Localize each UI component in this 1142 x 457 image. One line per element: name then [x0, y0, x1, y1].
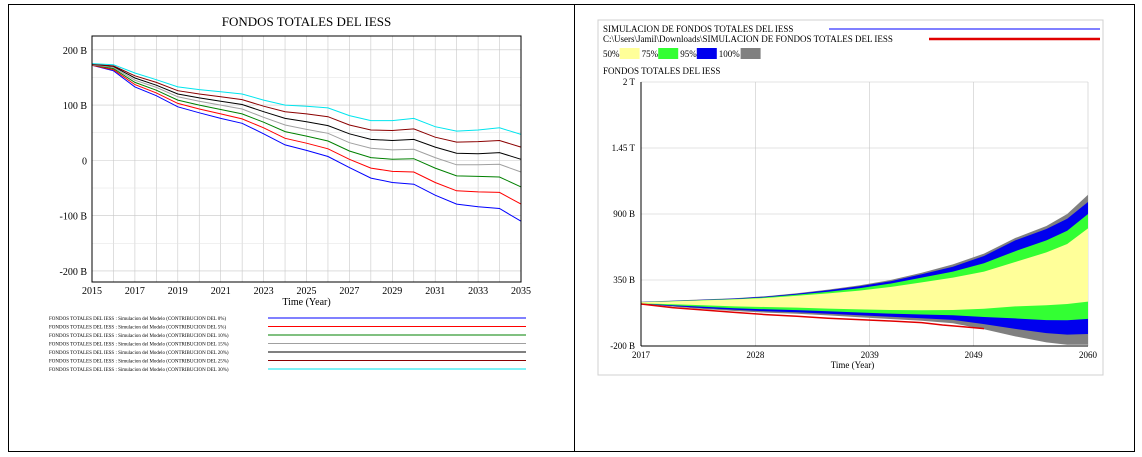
plot-frame	[91, 35, 522, 283]
series-line	[91, 64, 522, 188]
legend-entry-label: FONDOS TOTALES DEL IESS : Simulacion del…	[49, 317, 226, 322]
x-tick-label: 2017	[125, 286, 145, 297]
x-tick-label: 2019	[168, 286, 188, 297]
legend-line-label: C:\Users\Jamil\Downloads\SIMULACION DE F…	[603, 34, 893, 44]
panel-divider	[574, 4, 575, 452]
legend-entry-label: FONDOS TOTALES DEL IESS : Simulacion del…	[49, 360, 229, 365]
series-line	[91, 63, 522, 135]
panel-frame	[597, 19, 1104, 376]
series-line	[91, 64, 522, 222]
legend-band-swatch	[658, 48, 679, 59]
legend-band-swatch	[740, 48, 761, 59]
x-tick-label: 2031	[425, 286, 445, 297]
x-tick-label: 2023	[254, 286, 274, 297]
legend-band-label: 100%	[719, 49, 741, 59]
y-tick-label: 100 B	[63, 101, 88, 112]
y-tick-label: 350 B	[613, 275, 635, 285]
legend-entry-label: FONDOS TOTALES DEL IESS : Simulacion del…	[49, 351, 229, 356]
x-tick-label: 2015	[82, 286, 102, 297]
y-tick-label: 900 B	[613, 209, 635, 219]
legend-band-label: 75%	[642, 49, 659, 59]
x-tick-label: 2028	[746, 350, 765, 360]
legend-band-label: 95%	[680, 49, 697, 59]
legend-entry-label: FONDOS TOTALES DEL IESS : Simulacion del…	[49, 343, 229, 348]
x-axis-label: Time (Year)	[831, 360, 875, 370]
legend-entry-label: FONDOS TOTALES DEL IESS : Simulacion del…	[49, 334, 229, 339]
x-tick-label: 2029	[382, 286, 402, 297]
x-tick-label: 2049	[965, 350, 984, 360]
reference-line	[640, 303, 985, 330]
x-tick-label: 2021	[211, 286, 231, 297]
x-axis-label: Time (Year)	[282, 297, 330, 308]
x-tick-label: 2035	[511, 286, 531, 297]
series-line	[91, 63, 522, 160]
y-tick-label: 0	[82, 156, 87, 167]
series-line	[91, 63, 522, 148]
x-tick-label: 2017	[632, 350, 651, 360]
chart-title: FONDOS TOTALES DEL IESS	[603, 66, 720, 76]
x-tick-label: 2060	[1079, 350, 1098, 360]
legend-entry-label: FONDOS TOTALES DEL IESS : Simulacion del…	[49, 326, 226, 331]
y-tick-label: -200 B	[610, 341, 635, 351]
x-tick-label: 2033	[468, 286, 488, 297]
x-tick-label: 2027	[339, 286, 359, 297]
x-tick-label: 2025	[297, 286, 317, 297]
y-tick-label: -200 B	[60, 267, 88, 278]
x-tick-label: 2039	[861, 350, 880, 360]
y-tick-label: 2 T	[623, 77, 636, 87]
series-line	[91, 64, 522, 173]
legend-entry-label: FONDOS TOTALES DEL IESS : Simulacion del…	[49, 368, 229, 373]
legend-band-swatch	[619, 48, 640, 59]
y-tick-label: -100 B	[60, 212, 88, 223]
legend-line-label: SIMULACION DE FONDOS TOTALES DEL IESS	[603, 24, 793, 34]
series-line	[91, 64, 522, 205]
y-tick-label: 200 B	[63, 46, 88, 57]
screenshot-frame	[8, 4, 1135, 452]
legend-band-swatch	[696, 48, 717, 59]
legend-band-label: 50%	[603, 49, 620, 59]
left-line-chart: FONDOS TOTALES DEL IESS 200 B 100 B 0 -100 B…	[49, 14, 531, 373]
band-50	[641, 228, 1088, 311]
chart-title: FONDOS TOTALES DEL IESS	[222, 14, 392, 29]
y-tick-label: 1.45 T	[612, 143, 636, 153]
